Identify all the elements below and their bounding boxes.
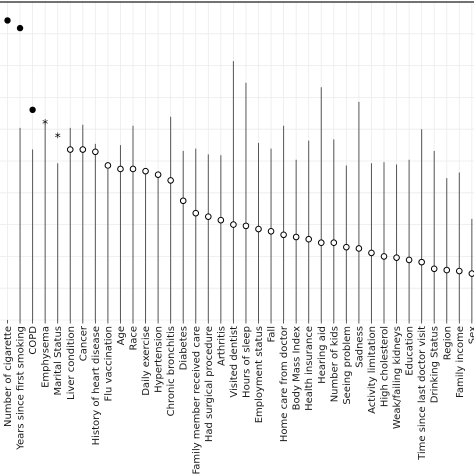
x-tick-label: Cancer [78,325,89,361]
x-tick-label: Chronic bronchitis [166,326,177,416]
x-tick-label: Daily exercise [141,326,152,396]
data-point [66,146,74,153]
data-point [418,258,425,266]
data-point [142,167,149,175]
x-tick-label: Family income [455,326,466,398]
x-tick-label: Drinking Status [430,326,441,403]
x-tick-label: Activity limitation [367,326,378,414]
data-point [4,17,11,24]
data-point [129,165,137,173]
x-tick-label: Liver condition [66,326,77,400]
x-tick-label: Race [129,326,140,351]
data-point [230,221,237,228]
x-tick-label: Body Mass Index [292,326,303,410]
data-point [292,233,300,241]
x-tick-label: Family member received care [191,326,202,474]
data-point [154,171,162,178]
data-point [179,197,187,205]
x-tick-label: Flu vaccination [103,326,114,402]
x-tick-label: Diabetes [179,326,190,370]
data-point [29,106,36,114]
x-tick-label: Visited dentist [229,326,240,398]
x-tick-label: Years since first smoking [16,326,27,451]
data-point [280,231,287,239]
x-tick-label: Fall [267,326,278,343]
data-point [167,177,174,184]
data-point [192,209,200,217]
data-point [393,254,400,261]
x-tick-label: Arthritis [216,326,227,366]
data-point [16,24,24,32]
x-tick-label: Region [442,326,453,360]
x-tick-label: Time since last doctor visit [417,326,428,461]
data-point [405,256,413,264]
x-tick-label: Sex [467,326,474,344]
x-tick-label: Marital Status [53,326,64,396]
data-point [456,267,463,275]
x-tick-label: Seeing problem [342,326,353,405]
data-point [305,235,313,243]
x-tick-label: Emphysema [41,326,52,388]
data-point [267,227,275,235]
x-tick-label: Number of kids [329,326,340,402]
data-point [242,222,250,230]
data-point [430,265,438,273]
data-point [79,146,87,153]
data-point [443,266,451,274]
x-tick-label: COPD [28,326,39,355]
x-tick-label: Education [405,326,416,376]
data-point [317,239,325,247]
data-point [355,245,363,252]
data-point [217,216,225,224]
data-point [104,162,112,169]
data-point [205,213,212,220]
data-point [343,243,350,251]
x-axis-tick-labels: Number of cigarette Years since first smo… [3,325,474,474]
data-point [117,165,124,173]
x-tick-label: Number of cigarette [3,326,14,427]
x-tick-label: Had surgical procedure [204,326,215,442]
data-point [368,249,375,257]
data-point [330,239,338,247]
x-tick-label: History of heart disease [91,326,102,445]
data-point [380,253,388,260]
data-point: * [55,131,61,145]
x-tick-label: Hypertension [154,326,165,393]
x-tick-label: Hearing aid [317,326,328,384]
data-points: ** [4,17,474,277]
x-tick-label: High cholesterol [380,326,391,407]
data-point [92,148,99,156]
x-tick-label: Health insurance [304,326,315,411]
x-tick-label: Employment status [254,326,265,423]
data-point [468,270,474,277]
x-axis-ticks [7,320,473,324]
x-tick-label: Age [116,326,127,345]
x-tick-label: Weak/failing kidneys [392,326,403,429]
x-tick-label: Home care from doctor [279,325,290,442]
data-point [255,225,262,233]
x-tick-label: Sadness [354,326,365,368]
x-tick-label: Hours of sleep [241,326,252,398]
data-point: * [42,117,48,131]
